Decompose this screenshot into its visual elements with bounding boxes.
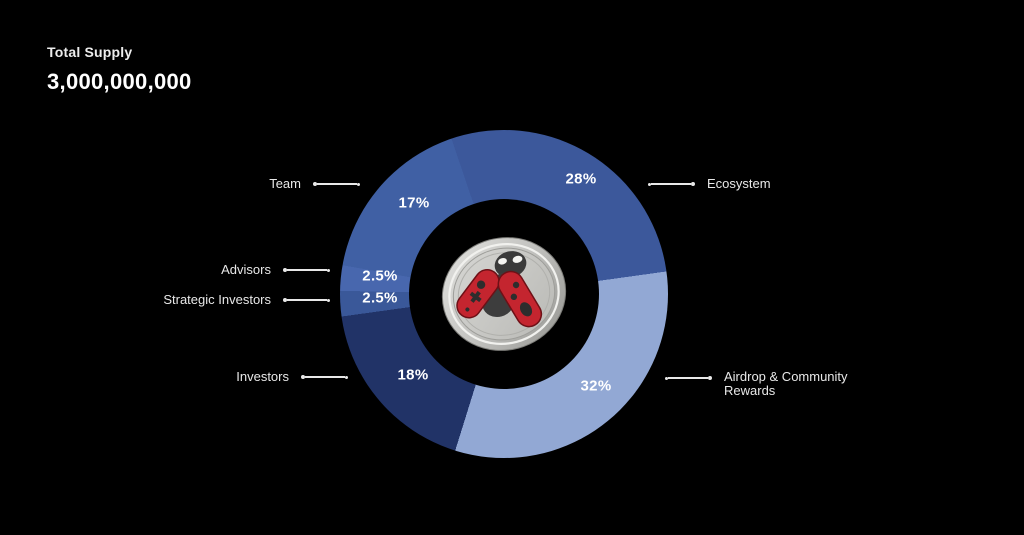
callout-investors: Investors [236,370,348,384]
pct-label-strategic-investors: 2.5% [362,289,398,307]
callout-strategic-investors-connector-line [283,298,330,302]
pct-label-team: 17% [398,194,430,212]
connector-dot [345,375,348,379]
pct-label-investors: 18% [397,366,429,384]
callout-investors-connector-line [301,375,348,379]
pct-label-ecosystem: 28% [565,170,597,188]
connector-dot [327,268,330,272]
total-supply-block: Total Supply 3,000,000,000 [47,44,192,95]
total-supply-value: 3,000,000,000 [47,69,192,94]
connector-dot [313,182,317,186]
callout-investors-label: Investors [236,369,289,384]
callout-airdrop-label: Airdrop & Community Rewards [724,369,848,398]
pct-label-advisors: 2.5% [362,267,398,285]
connector-dot [691,182,695,186]
connector-dot [283,298,287,302]
callout-strategic-investors: Strategic Investors [163,293,330,307]
callout-advisors: Advisors [221,263,330,277]
total-supply-label: Total Supply [47,44,133,60]
connector-dot [327,298,330,302]
ladybug-coin-icon [441,237,567,351]
callout-team-connector-line [313,182,360,186]
callout-team-label: Team [269,176,301,191]
callout-ecosystem-label: Ecosystem [707,176,771,191]
callout-strategic-investors-label: Strategic Investors [163,292,271,307]
donut-hole [409,199,599,389]
callout-team: Team [269,177,360,191]
connector-dot [283,268,287,272]
callout-ecosystem-connector-line [648,182,695,186]
connector-dot [357,182,360,186]
connector-dot [708,376,712,380]
connector-dot [665,376,668,380]
donut-chart: 28% 32% 18% 2.5% 2.5% 17% [340,130,668,458]
callout-advisors-connector-line [283,268,330,272]
connector-dot [648,182,651,186]
callout-airdrop-connector-line [665,376,712,380]
callout-advisors-label: Advisors [221,262,271,277]
pct-label-airdrop: 32% [580,377,612,395]
callout-ecosystem: Ecosystem [648,177,771,191]
callout-airdrop-community-rewards: Airdrop & Community Rewards [665,370,856,398]
connector-dot [301,375,305,379]
